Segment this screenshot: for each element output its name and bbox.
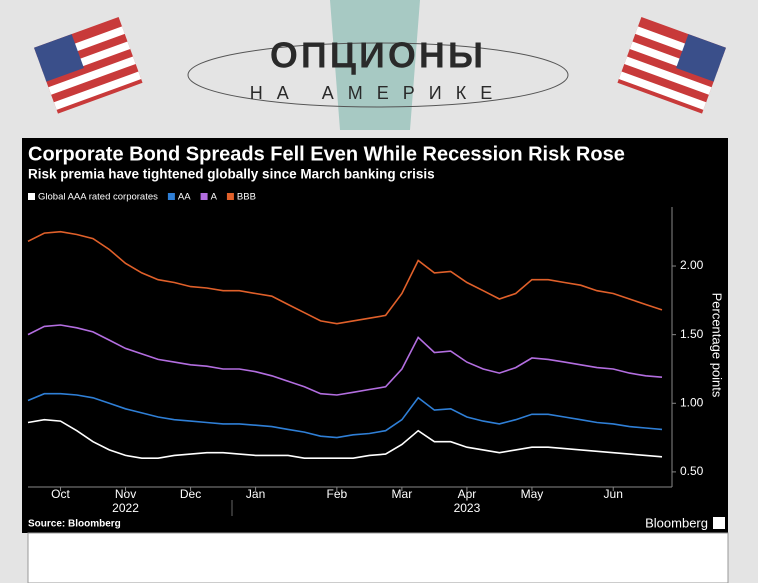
x-year-label: 2023 [454,501,481,515]
flag-left [34,17,143,114]
statue [330,0,420,130]
legend-label: AA [178,192,191,203]
series-line [27,230,663,325]
legend-swatch [167,193,175,200]
legend-swatch [226,193,234,200]
brand-subtitle: НА АМЕРИКЕ [250,83,506,103]
legend-label: Global AAA rated corporates [38,192,158,203]
series-line [27,392,663,439]
flag-right [617,17,726,114]
source: Source: Bloomberg [28,519,121,530]
x-tick-label: May [521,487,544,501]
y-tick-label: 1.50 [680,327,704,341]
series-line [27,324,663,396]
legend-label: BBB [237,192,256,203]
y-axis-title: Percentage points [710,293,725,398]
x-year-label: 2022 [112,501,139,515]
chart-title: Corporate Bond Spreads Fell Even While R… [28,143,625,165]
chart: Corporate Bond Spreads Fell Even While R… [27,143,725,530]
legend-swatch [200,193,208,200]
x-tick-label: Nov [115,487,136,501]
brand-logo: Bloomberg [645,515,708,530]
y-tick-label: 2.00 [680,258,704,272]
x-tick-label: Oct [51,487,70,501]
logo-ring [187,42,569,108]
legend-label: A [211,192,218,203]
legend-swatch [28,193,35,200]
x-tick-label: Apr [458,487,477,501]
brand-icon [713,517,725,529]
footer-box [27,532,729,583]
chart-panel [22,138,728,533]
y-tick-label: 1.00 [680,395,704,409]
series-line [27,418,663,459]
y-tick-label: 0.50 [680,464,704,478]
x-tick-label: Dec [180,487,201,501]
x-tick-label: Feb [327,487,348,501]
x-tick-label: Jun [604,487,623,501]
brand-title: ОПЦИОНЫ [270,35,486,76]
chart-subtitle: Risk premia have tightened globally sinc… [28,167,435,182]
x-tick-label: Mar [392,487,413,501]
x-tick-label: Jan [246,487,265,501]
